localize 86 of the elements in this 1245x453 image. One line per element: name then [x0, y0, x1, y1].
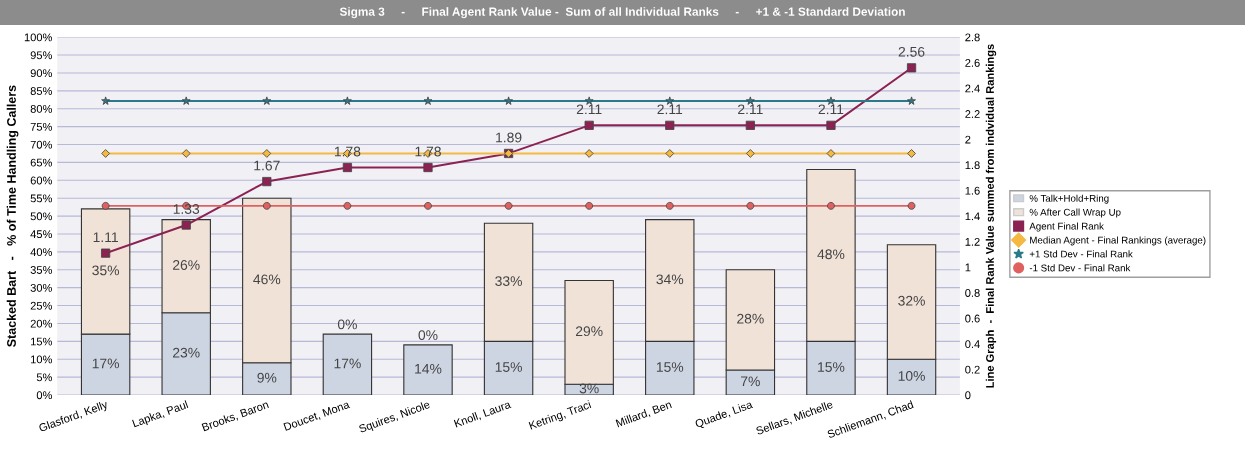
data-label: 2.11 [818, 104, 844, 115]
y-tick-label: 25% [30, 301, 53, 310]
data-label: 17% [334, 358, 361, 369]
y2-axis-title: Line Graph - Final Rank Value summed from indvidual Rankings [985, 44, 997, 388]
bar [403, 344, 453, 396]
y-tick-label: 85% [30, 87, 53, 95]
data-label: 32% [898, 295, 925, 306]
chart-title: Sigma 3 - Final Agent Rank Value - Sum of all Individual Ranks - +1 & -1 Standard Deviation [339, 7, 905, 19]
data-label: 15% [818, 362, 845, 372]
data-label: 15% [495, 362, 522, 372]
x-tick-label: Quade, Lisa [694, 399, 754, 430]
y-tick-label: 100% [24, 33, 53, 42]
y2-tick-label: 0.4 [965, 340, 980, 349]
data-label: 26% [173, 260, 200, 270]
y-tick-label: 15% [31, 337, 53, 346]
legend-label: Agent Final Rank [1029, 222, 1104, 232]
data-label: 34% [656, 274, 684, 285]
data-label: 1.33 [173, 204, 200, 214]
y2-tick-label: 1.8 [965, 161, 980, 170]
data-label: 14% [415, 363, 442, 374]
data-label: 7% [741, 376, 760, 387]
y-tick-label: 55% [30, 194, 53, 203]
y-tick-label: 65% [30, 158, 53, 167]
data-label: 33% [495, 276, 522, 287]
y2-tick-label: 2.4 [965, 84, 980, 93]
data-label: 2.11 [738, 104, 763, 115]
legend-label: Median Agent - Final Rankings (average) [1030, 236, 1206, 246]
bar [322, 333, 373, 396]
legend-label: -1 Std Dev - Final Rank [1029, 264, 1131, 272]
data-label: 23% [173, 347, 200, 358]
y-tick-label: 90% [30, 69, 53, 78]
y2-tick-label: 1.6 [965, 186, 980, 195]
data-label: 1.78 [415, 146, 441, 157]
x-tick-label: Brooks, Baron [201, 400, 270, 433]
y-tick-label: 0% [36, 391, 53, 400]
data-label: 0% [418, 330, 438, 341]
x-tick-label: Ketring, Traci [528, 400, 593, 432]
data-label: 2.56 [898, 46, 925, 57]
data-label: 1.89 [496, 132, 522, 143]
y-tick-label: 10% [31, 355, 53, 364]
data-label: 9% [257, 372, 277, 383]
y2-tick-label: 0 [965, 391, 971, 400]
y-tick-label: 45% [30, 230, 53, 239]
y-axis-title: Stacked Bart - % of Time Handling Callers [6, 85, 19, 347]
x-tick-label: Squires, Nicole [358, 400, 432, 435]
data-label: 48% [817, 249, 845, 260]
y2-tick-label: 2.8 [965, 33, 980, 42]
x-tick-label: Knoll, Laura [453, 399, 512, 429]
y2-tick-label: 1.2 [965, 237, 980, 246]
y-tick-label: 35% [30, 266, 53, 274]
y-tick-label: 80% [30, 104, 53, 113]
data-label: 46% [253, 274, 281, 285]
y-tick-label: 30% [30, 283, 53, 292]
data-label: 17% [92, 358, 120, 369]
legend-label: % After Call Wrap Up [1029, 208, 1121, 218]
data-label: 2.11 [576, 104, 602, 115]
data-label: 29% [575, 326, 603, 337]
y-tick-label: 75% [30, 122, 53, 131]
x-tick-label: Lapka, Paul [131, 400, 190, 430]
x-tick-label: Millard, Ben [615, 400, 673, 429]
y2-tick-label: 2 [965, 135, 971, 144]
y2-tick-label: 2.6 [965, 58, 980, 67]
y2-tick-label: 0.8 [965, 289, 980, 297]
data-label: 15% [656, 362, 684, 372]
y2-tick-label: 2.2 [965, 110, 980, 118]
data-label: 35% [92, 265, 120, 276]
y2-tick-label: 0.2 [965, 365, 980, 374]
data-label: 28% [737, 313, 764, 324]
y-tick-label: 70% [30, 140, 53, 149]
y2-tick-label: 0.6 [965, 314, 980, 323]
y-tick-label: 95% [30, 51, 53, 60]
legend-label: +1 Std Dev - Final Rank [1029, 250, 1133, 258]
data-label: 1.11 [93, 232, 118, 242]
y2-tick-label: 1.4 [965, 212, 980, 221]
y-tick-label: 5% [36, 373, 53, 382]
y-tick-label: 20% [30, 319, 53, 328]
y2-tick-label: 1 [965, 263, 971, 272]
y-tick-label: 60% [30, 176, 53, 185]
data-label: 1.67 [254, 160, 280, 171]
legend-label: % Talk+Hold+Ring [1029, 194, 1109, 204]
y-tick-label: 50% [30, 212, 53, 221]
data-label: 10% [898, 371, 925, 381]
data-label: 2.11 [657, 104, 683, 115]
data-label: 0% [337, 319, 357, 330]
y-tick-label: 40% [30, 248, 53, 256]
x-tick-label: Doucet, Mona [283, 400, 351, 433]
